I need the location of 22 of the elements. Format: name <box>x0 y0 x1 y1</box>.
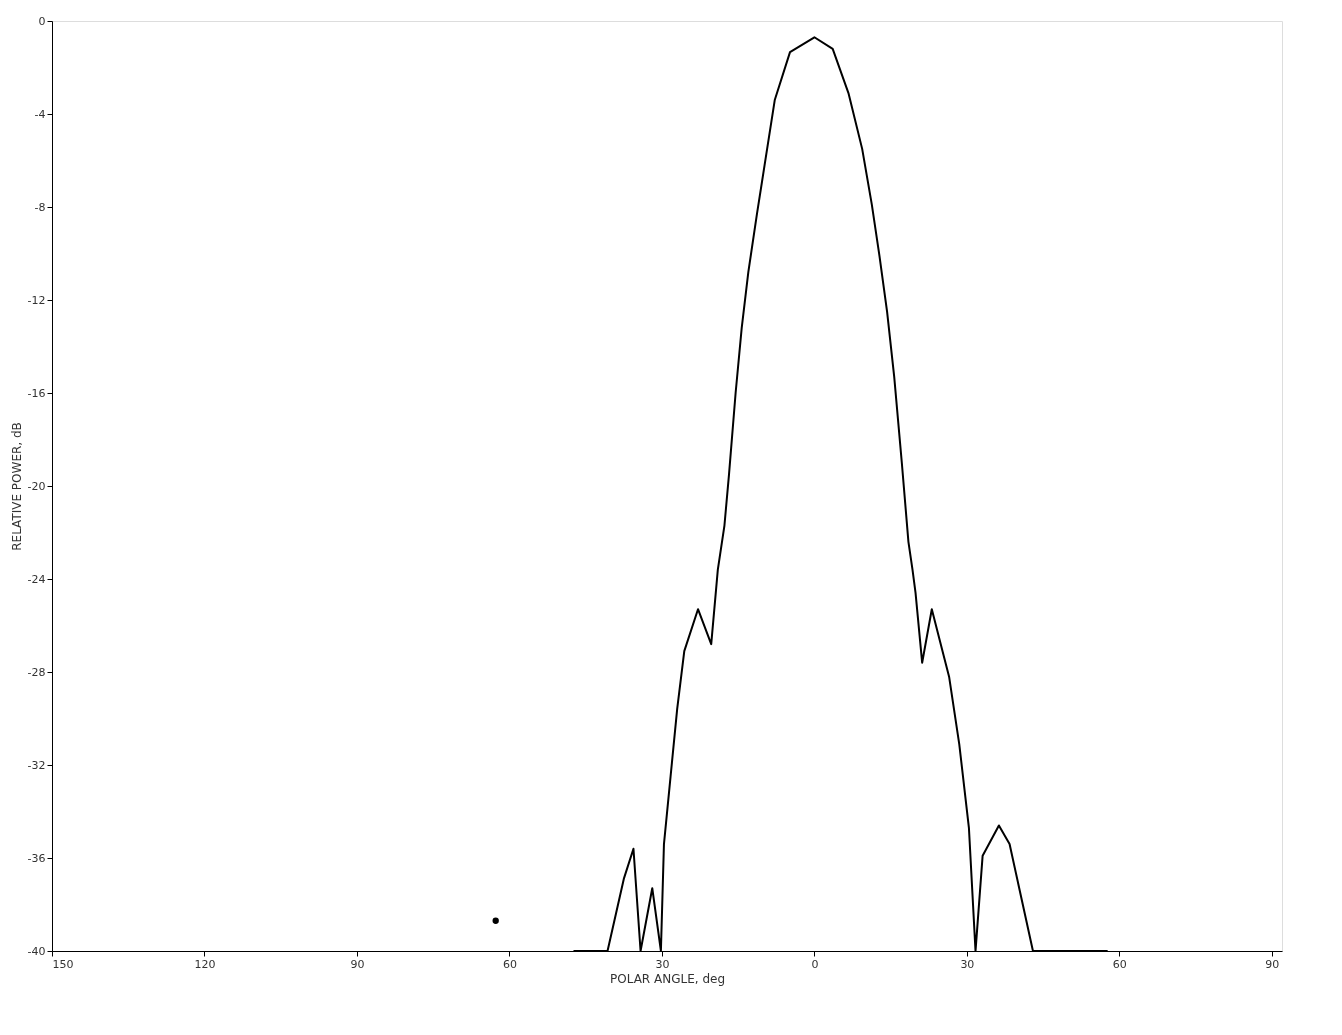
y-tick-label: -20 <box>27 479 46 493</box>
y-tick-label: -12 <box>27 293 46 307</box>
y-tick-label: -16 <box>27 386 46 400</box>
y-tick-label: -8 <box>34 200 46 214</box>
x-tick-label: 30 <box>960 957 975 971</box>
y-tick-label: 0 <box>38 14 46 28</box>
x-tick-label: 30 <box>655 957 670 971</box>
x-tick-label: 0 <box>811 957 819 971</box>
x-tick-label: 90 <box>1265 957 1280 971</box>
x-axis-title: POLAR ANGLE, deg <box>609 971 726 986</box>
y-tick-label: -36 <box>27 851 46 865</box>
y-tick-label: -28 <box>27 665 46 679</box>
y-tick-label: -32 <box>27 758 46 772</box>
x-tick-label: 60 <box>1112 957 1127 971</box>
y-tick-label: -4 <box>34 107 46 121</box>
y-tick-label: -24 <box>27 572 46 586</box>
x-tick-label: 90 <box>350 957 365 971</box>
x-tick-label: 60 <box>502 957 517 971</box>
y-axis-title: RELATIVE POWER, dB <box>9 422 24 551</box>
x-tick-label: 150 <box>52 957 74 971</box>
y-tick-label: -40 <box>27 944 46 958</box>
x-tick-label: 120 <box>194 957 216 971</box>
